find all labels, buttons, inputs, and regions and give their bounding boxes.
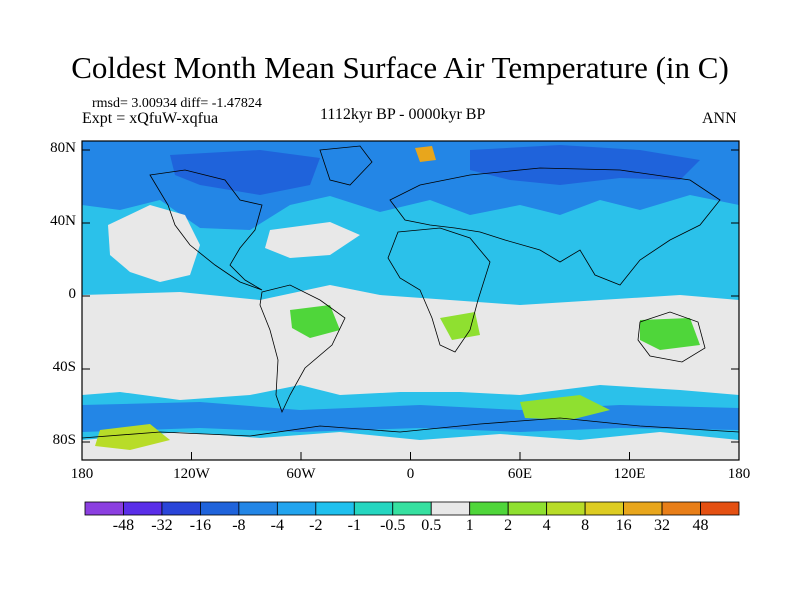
region-warm-safrica bbox=[440, 312, 480, 340]
colorbar-label: -48 bbox=[112, 517, 135, 534]
stats-text: rmsd= 3.00934 diff= -1.47824 bbox=[92, 96, 262, 111]
map-title: Coldest Month Mean Surface Air Temperatu… bbox=[71, 50, 729, 85]
region-warm-greenland bbox=[415, 146, 436, 162]
colorbar-label: 2 bbox=[504, 517, 513, 534]
y-tick-marks bbox=[82, 149, 739, 443]
colorbar-box bbox=[584, 501, 624, 516]
coast-south-america bbox=[259, 284, 346, 414]
colorbar-label: -4 bbox=[270, 517, 284, 534]
x-tick-label: 0 bbox=[406, 466, 415, 482]
x-tick-label: 180 bbox=[70, 466, 94, 482]
colorbar-box bbox=[161, 501, 201, 516]
colorbar-label: -1 bbox=[347, 517, 361, 534]
colorbar-label: -2 bbox=[309, 517, 323, 534]
colorbar-label: 4 bbox=[542, 517, 551, 534]
coast-africa bbox=[387, 227, 491, 353]
colorbar-box bbox=[469, 501, 509, 516]
region-warm-australia bbox=[640, 318, 700, 350]
colorbar-label: -32 bbox=[151, 517, 173, 534]
colorbar-box bbox=[276, 501, 317, 516]
region-warm-samerica bbox=[290, 305, 340, 338]
season-label: ANN bbox=[702, 110, 737, 127]
colorbar-label: 1 bbox=[465, 517, 474, 534]
y-tick-label: 40N bbox=[50, 213, 76, 229]
region-warm-antarctic-1 bbox=[95, 424, 170, 450]
x-tick-label: 120E bbox=[613, 466, 646, 482]
colorbar-label: 16 bbox=[615, 517, 632, 534]
colorbar-label: 0.5 bbox=[421, 517, 442, 534]
colorbar-label: -8 bbox=[232, 517, 246, 534]
temperature-field bbox=[82, 141, 739, 460]
coast-europe-asia bbox=[389, 167, 721, 286]
region-antarctic-neutral bbox=[82, 432, 739, 460]
colorbar-box bbox=[623, 501, 663, 516]
x-tick-marks bbox=[81, 452, 740, 460]
colorbar-box bbox=[546, 501, 586, 516]
region-npacific-neutral bbox=[108, 205, 200, 282]
period-label: 1112kyr BP - 0000kyr BP bbox=[320, 106, 486, 123]
colorbar-label: -0.5 bbox=[380, 517, 406, 534]
colorbar-box bbox=[392, 501, 432, 516]
coastlines bbox=[82, 145, 739, 439]
y-tick-label: 40S bbox=[52, 359, 76, 375]
coast-australia bbox=[637, 311, 706, 363]
x-tick-label: 60W bbox=[286, 466, 316, 482]
x-tick-label: 120W bbox=[173, 466, 210, 482]
colorbar-label: 48 bbox=[692, 517, 709, 534]
colorbar-box bbox=[507, 501, 548, 516]
colorbar-box bbox=[700, 501, 740, 516]
colorbar-label: 8 bbox=[581, 517, 590, 534]
region-warm-antarctic-2 bbox=[520, 395, 610, 420]
y-tick-label: 80S bbox=[52, 432, 76, 448]
region-greenland-cold bbox=[170, 150, 320, 195]
colorbar-box bbox=[238, 501, 278, 516]
region-southern-cold bbox=[82, 402, 739, 432]
region-natlantic-neutral bbox=[265, 222, 360, 258]
x-tick-label: 60E bbox=[507, 466, 533, 482]
region-tropics-neutral bbox=[82, 285, 739, 400]
experiment-label: Expt = xQfuW-xqfua bbox=[82, 110, 219, 127]
colorbar bbox=[84, 501, 740, 516]
y-tick-label: 80N bbox=[50, 140, 76, 156]
colorbar-box bbox=[84, 501, 124, 516]
colorbar-label: -16 bbox=[189, 517, 212, 534]
colorbar-box bbox=[123, 501, 163, 516]
colorbar-box bbox=[315, 501, 355, 516]
colorbar-box bbox=[661, 501, 701, 516]
colorbar-label: 32 bbox=[654, 517, 671, 534]
colorbar-box bbox=[353, 501, 394, 516]
x-tick-label: 180 bbox=[727, 466, 751, 482]
y-tick-label: 0 bbox=[68, 286, 77, 302]
coast-antarctica bbox=[82, 417, 739, 439]
coast-greenland bbox=[319, 145, 373, 186]
region-siberia-cold bbox=[470, 145, 700, 185]
colorbar-box bbox=[430, 501, 471, 516]
coast-north-america bbox=[149, 169, 263, 291]
colorbar-box bbox=[200, 501, 240, 516]
